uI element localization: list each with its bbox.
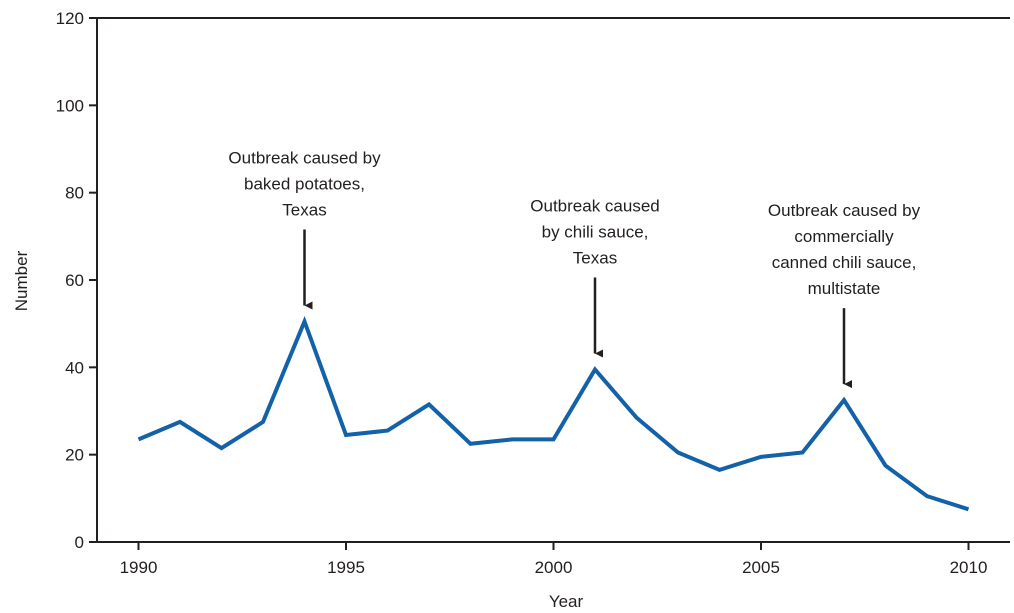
y-axis: 0 20 40 60 80 100 120	[56, 9, 1010, 552]
x-tick-label: 2005	[742, 558, 780, 577]
y-tick-label: 120	[56, 9, 84, 28]
annotation: Outbreak caused by chili sauce, Texas	[530, 197, 660, 358]
annotation-text: Texas	[282, 200, 326, 219]
annotation-text: canned chili sauce,	[772, 253, 917, 272]
annotation-text: baked potatoes,	[244, 174, 365, 193]
x-tick-label: 2010	[950, 558, 988, 577]
annotation-text: Outbreak caused by	[228, 148, 381, 167]
annotation-text: Outbreak caused	[530, 197, 659, 216]
annotation-text: Texas	[573, 249, 617, 268]
y-tick-label: 40	[65, 358, 84, 377]
x-tick-label: 2000	[535, 558, 573, 577]
x-axis-title: Year	[549, 592, 584, 611]
annotation-text: by chili sauce,	[542, 223, 649, 242]
data-series	[137, 315, 970, 512]
x-axis: 1990 1995 2000 2005 2010	[96, 541, 1010, 577]
x-tick-label: 1995	[327, 558, 365, 577]
annotation: Outbreak caused by commercially canned chi…	[768, 201, 921, 389]
annotation-text: Outbreak caused by	[768, 201, 921, 220]
annotation-text: multistate	[808, 279, 881, 298]
y-tick-label: 80	[65, 184, 84, 203]
annotation: Outbreak caused by baked potatoes, Texas	[228, 148, 381, 310]
y-tick-label: 0	[75, 533, 84, 552]
y-tick-label: 100	[56, 96, 84, 115]
annotation-text: commercially	[794, 227, 894, 246]
y-tick-label: 60	[65, 271, 84, 290]
y-axis-title: Number	[12, 250, 31, 311]
x-tick-label: 1990	[120, 558, 158, 577]
y-tick-label: 20	[65, 446, 84, 465]
